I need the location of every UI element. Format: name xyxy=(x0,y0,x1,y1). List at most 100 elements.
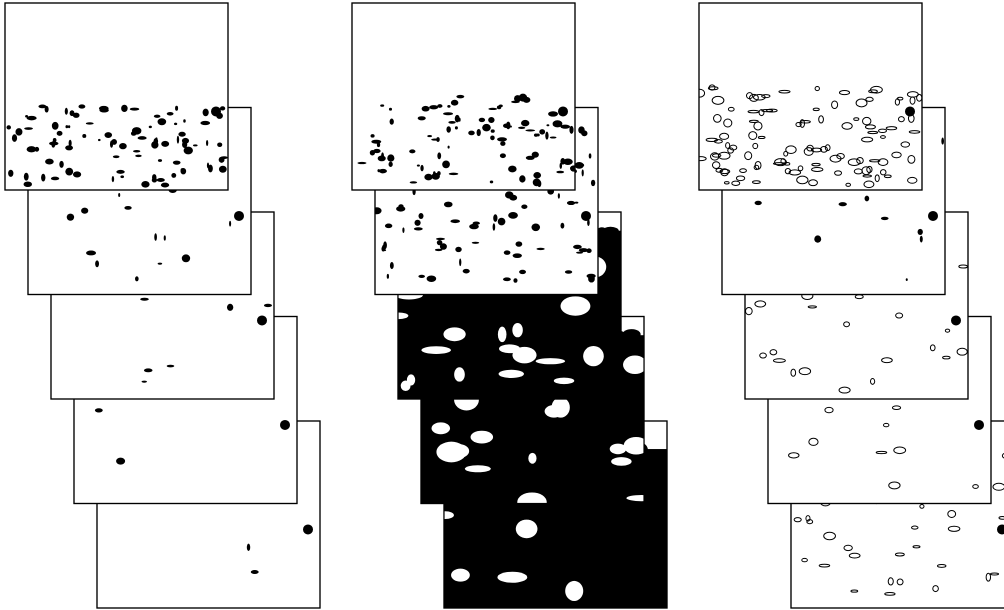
light-region xyxy=(444,511,454,520)
blob xyxy=(137,136,147,140)
blob xyxy=(558,106,568,117)
blob xyxy=(387,154,395,162)
edge xyxy=(947,525,961,532)
blob xyxy=(257,315,267,326)
blob xyxy=(525,129,536,132)
edge xyxy=(985,572,992,582)
edge xyxy=(766,108,778,113)
edge xyxy=(790,368,797,377)
blob xyxy=(218,165,227,173)
blob xyxy=(250,569,259,575)
blob xyxy=(503,123,510,128)
blob xyxy=(508,211,518,219)
blob xyxy=(41,173,46,182)
edge xyxy=(811,166,824,172)
blob xyxy=(497,137,507,142)
blob xyxy=(525,155,535,160)
image-frame xyxy=(4,2,229,191)
blob xyxy=(416,164,420,167)
edge xyxy=(867,130,879,135)
blob xyxy=(426,275,437,282)
blob xyxy=(11,134,18,142)
edge xyxy=(824,144,831,152)
light-region xyxy=(623,355,644,375)
light-region xyxy=(609,443,627,455)
blob xyxy=(414,219,421,226)
blob xyxy=(133,150,141,153)
edge xyxy=(862,116,872,126)
light-region xyxy=(551,397,570,418)
edge xyxy=(711,153,722,158)
edge xyxy=(863,180,875,189)
blob xyxy=(562,158,573,166)
blob xyxy=(421,105,430,112)
blob xyxy=(211,106,221,117)
blob xyxy=(141,380,147,383)
edge xyxy=(796,175,809,185)
blob xyxy=(515,241,523,247)
edge xyxy=(893,446,907,455)
edge xyxy=(848,552,861,559)
light-region xyxy=(553,377,575,385)
light-region xyxy=(398,312,409,320)
blob xyxy=(116,457,126,465)
edge xyxy=(713,139,723,144)
edge xyxy=(879,169,887,176)
blob xyxy=(488,116,495,123)
edge xyxy=(900,141,911,148)
blob xyxy=(85,122,94,125)
blob xyxy=(880,216,889,221)
frame-content xyxy=(699,84,922,189)
blob xyxy=(183,146,193,155)
blob xyxy=(148,125,152,129)
blob xyxy=(928,210,938,221)
light-region xyxy=(512,346,537,364)
edge xyxy=(885,126,898,131)
blob xyxy=(26,115,37,121)
edge xyxy=(772,358,786,363)
blob xyxy=(371,139,382,144)
blob xyxy=(8,169,14,177)
blob xyxy=(23,172,29,181)
edge xyxy=(824,406,834,414)
blob xyxy=(104,132,113,138)
blob xyxy=(384,223,393,229)
blob xyxy=(518,93,528,102)
blob xyxy=(151,177,158,183)
blob xyxy=(564,270,573,274)
edge xyxy=(748,119,759,123)
blob xyxy=(72,112,80,118)
blob xyxy=(519,175,526,183)
blob xyxy=(974,419,984,430)
blob xyxy=(192,144,198,147)
blob xyxy=(388,161,393,167)
blob xyxy=(135,154,142,158)
blob xyxy=(508,165,517,173)
edge xyxy=(843,321,850,328)
blob xyxy=(505,191,514,199)
blob xyxy=(95,260,100,268)
blob xyxy=(454,126,458,130)
blob xyxy=(111,139,117,145)
edge xyxy=(838,90,851,96)
blob xyxy=(229,220,232,227)
edge xyxy=(752,142,759,150)
blob xyxy=(98,138,101,142)
blob xyxy=(119,142,127,150)
blob xyxy=(587,219,590,227)
blob xyxy=(455,246,462,253)
edge xyxy=(799,119,806,128)
blob xyxy=(488,107,498,111)
edge xyxy=(911,525,919,530)
edge xyxy=(838,386,851,394)
blob xyxy=(82,133,87,138)
edge xyxy=(769,349,778,356)
light-region xyxy=(528,452,537,464)
edge xyxy=(710,152,720,161)
light-region xyxy=(436,441,467,463)
light-region xyxy=(583,346,604,367)
edge xyxy=(855,98,868,108)
edge xyxy=(798,367,812,376)
blob xyxy=(429,105,439,110)
blob xyxy=(576,251,584,254)
